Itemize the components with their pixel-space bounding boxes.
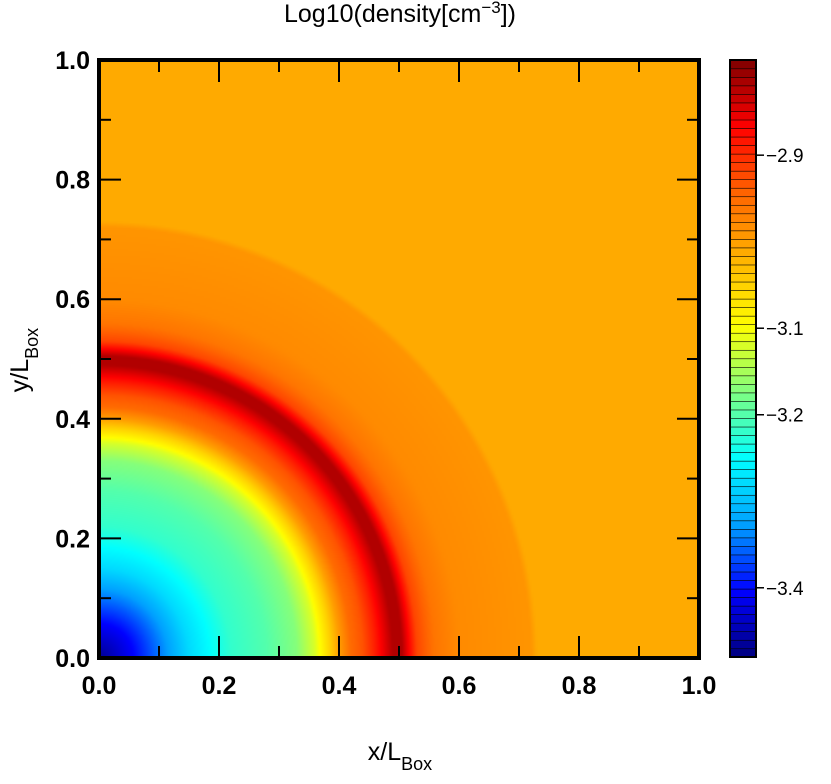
y-tick-label: 0.8 [55, 167, 90, 195]
colorbar-band [729, 68, 757, 78]
colorbar-band [729, 213, 757, 223]
colorbar-band [729, 639, 757, 650]
colorbar-band [729, 281, 757, 291]
colorbar-tick-label: −3.4 [766, 579, 804, 600]
colorbar-band [729, 102, 757, 112]
colorbar-band [729, 494, 757, 505]
colorbar-band [729, 631, 757, 641]
colorbar-band [729, 537, 757, 547]
colorbar-band [729, 358, 757, 368]
colorbar-band [729, 596, 757, 607]
colorbar-band [729, 349, 757, 360]
colorbar-tick-label: −3.2 [766, 406, 804, 427]
colorbar-band [729, 588, 757, 598]
colorbar-ticks: −2.9 −3.1 −3.2 −3.4 [756, 146, 804, 600]
colorbar-bands [729, 59, 757, 658]
colorbar-band [729, 545, 757, 556]
colorbar-band [729, 230, 757, 240]
colorbar-band [729, 562, 757, 573]
colorbar-band [729, 605, 757, 615]
colorbar-band [729, 196, 757, 206]
y-tick-label: 0.2 [55, 525, 90, 553]
chart-title: Log10(density[cm−3]) [284, 0, 516, 28]
colorbar: −2.9 −3.1 −3.2 −3.4 [729, 59, 804, 658]
colorbar-band [729, 648, 757, 658]
colorbar-band [729, 579, 757, 590]
colorbar-band [729, 264, 757, 274]
colorbar-band [729, 187, 757, 198]
colorbar-band [729, 76, 757, 87]
colorbar-band [729, 366, 757, 377]
colorbar-band [729, 383, 757, 394]
colorbar-band [729, 324, 757, 334]
colorbar-band [729, 375, 757, 385]
colorbar-band [729, 238, 757, 249]
colorbar-band [729, 298, 757, 308]
colorbar-band [729, 59, 757, 70]
x-tick-label: 0.6 [442, 672, 477, 700]
colorbar-band [729, 221, 757, 232]
y-tick-labels: 0.0 0.2 0.4 0.6 0.8 1.0 [55, 47, 90, 673]
colorbar-band [729, 85, 757, 95]
colorbar-band [729, 392, 757, 402]
colorbar-band [729, 341, 757, 351]
colorbar-band [729, 443, 757, 453]
y-tick-label: 0.6 [55, 286, 90, 314]
colorbar-band [729, 477, 757, 488]
x-tick-labels: 0.0 0.2 0.4 0.6 0.8 1.0 [82, 672, 717, 700]
x-tick-label: 0.8 [562, 672, 597, 700]
colorbar-band [729, 119, 757, 129]
colorbar-band [729, 136, 757, 146]
colorbar-band [729, 110, 757, 121]
x-tick-label: 0.4 [322, 672, 357, 700]
colorbar-band [729, 153, 757, 163]
colorbar-band [729, 520, 757, 530]
colorbar-band [729, 247, 757, 257]
colorbar-band [729, 503, 757, 513]
colorbar-band [729, 528, 757, 539]
colorbar-band [729, 511, 757, 522]
axis-ticks [98, 59, 700, 659]
colorbar-band [729, 614, 757, 624]
colorbar-band [729, 127, 757, 138]
colorbar-band [729, 93, 757, 104]
colorbar-band [729, 417, 757, 428]
colorbar-band [729, 469, 757, 479]
colorbar-band [729, 452, 757, 462]
x-tick-label: 1.0 [682, 672, 717, 700]
colorbar-band [729, 204, 757, 215]
colorbar-band [729, 307, 757, 317]
y-tick-label: 1.0 [55, 47, 90, 75]
colorbar-band [729, 409, 757, 419]
colorbar-band [729, 170, 757, 181]
colorbar-band [729, 289, 757, 300]
y-tick-label: 0.4 [55, 406, 90, 434]
colorbar-band [729, 179, 757, 189]
colorbar-frame [729, 59, 757, 658]
x-tick-label: 0.2 [202, 672, 237, 700]
density-heatmap [99, 60, 699, 658]
colorbar-band [729, 400, 757, 411]
colorbar-band [729, 486, 757, 496]
colorbar-band [729, 571, 757, 581]
colorbar-band [729, 272, 757, 283]
colorbar-band [729, 554, 757, 564]
colorbar-band [729, 622, 757, 633]
x-tick-label: 0.0 [82, 672, 117, 700]
colorbar-band [729, 332, 757, 343]
colorbar-band [729, 255, 757, 266]
colorbar-band [729, 434, 757, 445]
colorbar-band [729, 162, 757, 172]
colorbar-band [729, 144, 757, 155]
colorbar-band [729, 426, 757, 436]
colorbar-band [729, 460, 757, 470]
colorbar-tick-label: −2.9 [766, 146, 804, 167]
y-axis-title: y/LBox [6, 328, 42, 392]
colorbar-band [729, 315, 757, 325]
y-tick-label: 0.0 [55, 645, 90, 673]
colorbar-tick-label: −3.1 [766, 319, 804, 340]
x-axis-title: x/LBox [368, 738, 432, 774]
